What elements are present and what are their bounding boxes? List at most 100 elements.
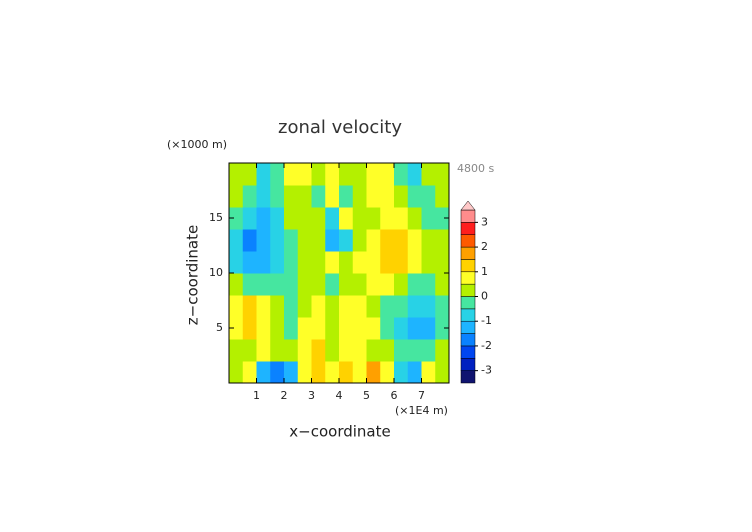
- contour-cell: [421, 295, 436, 318]
- contour-cell: [339, 207, 354, 230]
- contour-cell: [229, 251, 244, 274]
- colorbar-tick-label: 1: [481, 265, 488, 278]
- contour-cell: [242, 185, 257, 208]
- colorbar-tick-label: 2: [481, 240, 488, 253]
- contour-cell: [352, 207, 367, 230]
- contour-cell: [435, 251, 449, 274]
- x-tick-label: 6: [391, 389, 398, 402]
- contour-cell: [366, 273, 381, 296]
- contour-cell: [311, 361, 326, 383]
- colorbar-swatch: [460, 271, 476, 285]
- x-tick-label: 7: [418, 389, 425, 402]
- contour-cell: [311, 339, 326, 362]
- chart-title: zonal velocity: [278, 117, 402, 138]
- contour-cell: [407, 295, 422, 318]
- contour-cell: [435, 317, 449, 340]
- contour-cell: [270, 185, 285, 208]
- contour-cell: [242, 361, 257, 383]
- contour-cell: [380, 207, 395, 230]
- contour-cell: [421, 317, 436, 340]
- contour-cell: [421, 251, 436, 274]
- contour-cell: [394, 361, 409, 383]
- y-tick-label: 15: [209, 211, 223, 224]
- contour-cell: [297, 295, 312, 318]
- contour-cell: [242, 317, 257, 340]
- contour-cell: [297, 361, 312, 383]
- contour-cell: [325, 163, 340, 186]
- contour-cell: [229, 207, 244, 230]
- contour-cell: [229, 273, 244, 296]
- contour-cell: [394, 185, 409, 208]
- contour-cell: [435, 339, 449, 362]
- contour-cell: [352, 163, 367, 186]
- contour-cell: [325, 361, 340, 383]
- contour-cell: [394, 207, 409, 230]
- contour-cell: [284, 317, 299, 340]
- colorbar-tick-label: -3: [481, 364, 492, 377]
- contour-cell: [270, 361, 285, 383]
- contour-cell: [435, 185, 449, 208]
- colorbar-swatch: [460, 209, 476, 223]
- contour-cell: [380, 339, 395, 362]
- y-axis-label: z−coordinate: [184, 225, 202, 325]
- contour-cell: [270, 163, 285, 186]
- contour-cell: [311, 207, 326, 230]
- contour-cell: [366, 361, 381, 383]
- contour-cell: [256, 339, 271, 362]
- contour-cell: [339, 339, 354, 362]
- contour-cell: [284, 361, 299, 383]
- contour-cell: [366, 229, 381, 252]
- colorbar-swatch: [460, 370, 476, 384]
- colorbar-extend: [460, 200, 476, 211]
- x-tick-label: 1: [253, 389, 260, 402]
- contour-cell: [394, 295, 409, 318]
- contour-cell: [339, 251, 354, 274]
- contour-cell: [256, 317, 271, 340]
- contour-cell: [256, 361, 271, 383]
- colorbar-swatch: [460, 222, 476, 235]
- contour-cell: [339, 163, 354, 186]
- contour-cell: [270, 251, 285, 274]
- contour-cell: [325, 229, 340, 252]
- colorbar-swatch: [460, 234, 476, 248]
- contour-cell: [270, 295, 285, 318]
- contour-cell: [339, 229, 354, 252]
- contour-cell: [435, 163, 449, 186]
- colorbar-tick-label: -1: [481, 314, 492, 327]
- contour-cell: [256, 163, 271, 186]
- contour-cell: [352, 317, 367, 340]
- contour-cell: [352, 339, 367, 362]
- contour-cell: [421, 185, 436, 208]
- contour-cell: [394, 251, 409, 274]
- contour-cell: [366, 185, 381, 208]
- contour-cell: [284, 251, 299, 274]
- contour-cell: [311, 229, 326, 252]
- contour-cell: [325, 251, 340, 274]
- contour-cell: [352, 229, 367, 252]
- colorbar-tick-label: 0: [481, 290, 488, 303]
- contour-cell: [270, 207, 285, 230]
- contour-cell: [394, 163, 409, 186]
- contour-cell: [394, 273, 409, 296]
- contour-cell: [435, 229, 449, 252]
- contour-cell: [352, 295, 367, 318]
- contour-cell: [297, 339, 312, 362]
- contour-cell: [270, 317, 285, 340]
- contour-cell: [339, 295, 354, 318]
- y-tick-label: 5: [216, 321, 223, 334]
- x-axis-label: x−coordinate: [289, 423, 390, 441]
- contour-cell: [256, 185, 271, 208]
- contour-cell: [352, 251, 367, 274]
- contour-cell: [339, 273, 354, 296]
- contour-cell: [380, 273, 395, 296]
- colorbar-tick-label: -2: [481, 339, 492, 352]
- contour-cell: [407, 185, 422, 208]
- x-tick-label: 4: [336, 389, 343, 402]
- contour-cell: [339, 185, 354, 208]
- contour-cell: [407, 273, 422, 296]
- colorbar-swatch: [460, 308, 476, 322]
- contour-cell: [325, 185, 340, 208]
- colorbar-swatch: [460, 246, 476, 260]
- x-tick-label: 2: [281, 389, 288, 402]
- contour-cell: [380, 185, 395, 208]
